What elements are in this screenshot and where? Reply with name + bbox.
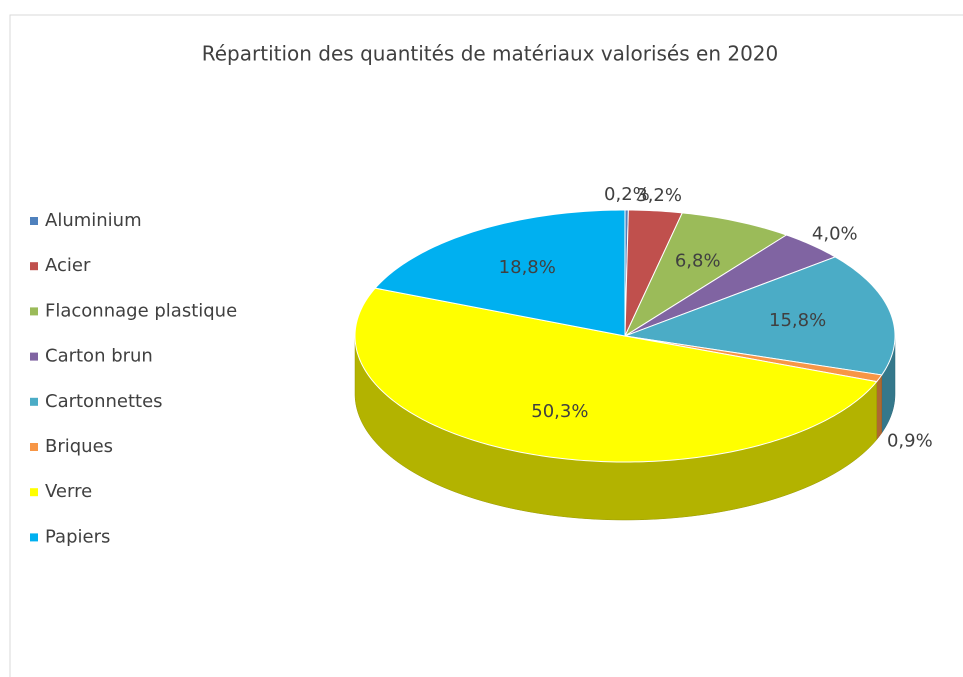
data-label: 18,8% [499, 257, 556, 278]
legend-marker [30, 443, 38, 451]
legend-label: Acier [45, 255, 91, 276]
legend-marker [30, 307, 38, 316]
legend-marker [30, 262, 38, 271]
slice [624, 234, 837, 337]
data-label: 0,9% [887, 430, 933, 451]
chart-title: Répartition des quantités de matériaux v… [202, 42, 779, 66]
legend-label: Cartonnettes [45, 391, 163, 412]
legend-label: Verre [45, 481, 92, 502]
slice [623, 256, 896, 376]
legend-marker [30, 488, 38, 497]
legend-label: Briques [45, 436, 113, 457]
slice [623, 212, 788, 338]
data-label: 50,3% [531, 401, 588, 422]
legend-label: Papiers [45, 526, 110, 547]
data-label: 4,0% [812, 223, 858, 244]
data-label: 6,8% [675, 250, 721, 271]
legend-marker [30, 352, 38, 361]
legend-label: Flaconnage plastique [45, 300, 237, 321]
data-label: 15,8% [769, 310, 826, 331]
slice-side [876, 374, 883, 441]
data-label: 0,2% [604, 184, 650, 205]
legend-marker [30, 397, 38, 406]
data-label: 3,2% [636, 185, 682, 206]
legend-label: Carton brun [45, 346, 153, 367]
slice [354, 287, 878, 463]
legend-marker [30, 533, 38, 542]
legend-marker [30, 217, 38, 225]
slice [374, 209, 626, 337]
legend-label: Aluminium [45, 210, 142, 231]
